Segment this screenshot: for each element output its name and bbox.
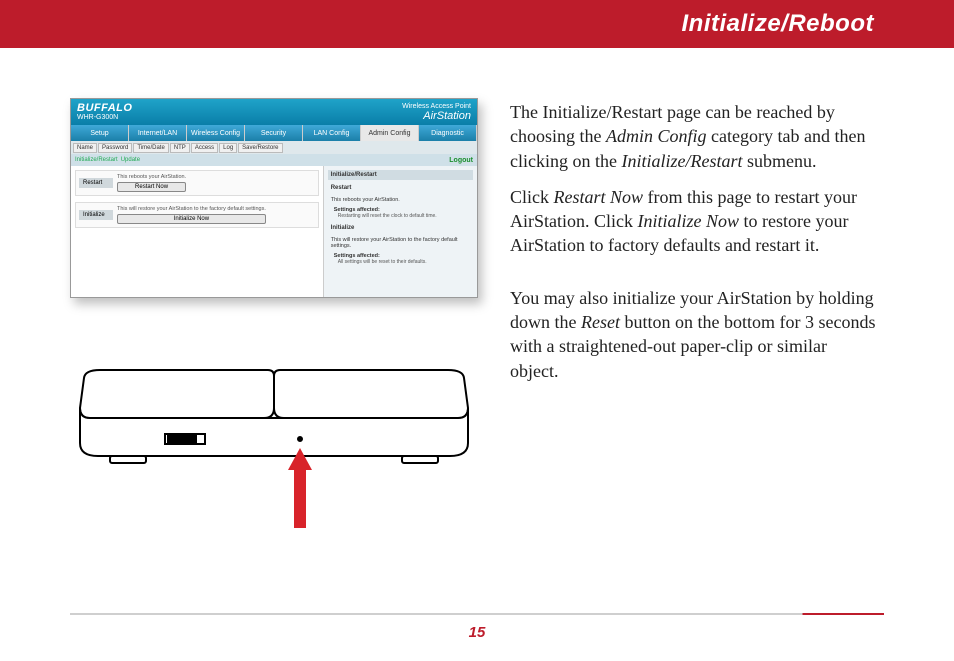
subtab2-update[interactable]: Update bbox=[121, 157, 140, 163]
subtab-name[interactable]: Name bbox=[73, 143, 97, 153]
subtab-access[interactable]: Access bbox=[191, 143, 218, 153]
restart-text: This reboots your AirStation. bbox=[117, 174, 186, 180]
product-block: Wireless Access Point AirStation bbox=[402, 103, 471, 122]
subtab-password[interactable]: Password bbox=[98, 143, 132, 153]
restart-label: Restart bbox=[79, 178, 113, 188]
help-p2: This will restore your AirStation to the… bbox=[328, 236, 473, 253]
paragraph-2: Click Restart Now from this page to rest… bbox=[510, 185, 880, 258]
subtab-ntp[interactable]: NTP bbox=[170, 143, 190, 153]
tab-lan-config[interactable]: LAN Config bbox=[303, 125, 361, 141]
help-s1p: Restarting will reset the clock to defau… bbox=[328, 213, 473, 219]
tab-security[interactable]: Security bbox=[245, 125, 303, 141]
p2-i2: Initialize Now bbox=[638, 211, 740, 231]
page-number: 15 bbox=[0, 624, 954, 641]
reset-arrow-icon bbox=[288, 448, 312, 528]
tab-setup[interactable]: Setup bbox=[71, 125, 129, 141]
help-h3: Initialize bbox=[328, 223, 473, 233]
subtab-log[interactable]: Log bbox=[219, 143, 237, 153]
sub-tabs-2: Initialize/Restart Update Logout bbox=[71, 154, 477, 166]
p1-i2: Initialize/Restart bbox=[621, 151, 742, 171]
product-type: Wireless Access Point bbox=[402, 103, 471, 110]
logout-link[interactable]: Logout bbox=[449, 157, 473, 164]
initialize-row: Initialize This will restore your AirSta… bbox=[75, 202, 319, 228]
initialize-text: This will restore your AirStation to the… bbox=[117, 206, 266, 212]
left-column: BUFFALO WHR-G300N Wireless Access Point … bbox=[70, 98, 478, 298]
p1-c: submenu. bbox=[742, 151, 816, 171]
help-s2p: All settings will be reset to their defa… bbox=[328, 259, 473, 265]
initialize-now-button[interactable]: Initialize Now bbox=[117, 214, 266, 224]
screenshot-left-panel: Restart This reboots your AirStation. Re… bbox=[71, 166, 323, 297]
main-tabs: Setup Internet/LAN Wireless Config Secur… bbox=[71, 125, 477, 141]
device-illustration bbox=[70, 348, 478, 568]
subtab2-initialize-restart[interactable]: Initialize/Restart bbox=[75, 157, 118, 163]
screenshot-right-panel: Initialize/Restart Restart This reboots … bbox=[323, 166, 477, 297]
right-column: The Initialize/Restart page can be reach… bbox=[510, 100, 880, 395]
content-area: BUFFALO WHR-G300N Wireless Access Point … bbox=[0, 48, 954, 661]
p1-i1: Admin Config bbox=[606, 126, 707, 146]
p2-i1: Restart Now bbox=[554, 187, 644, 207]
screenshot-body: Restart This reboots your AirStation. Re… bbox=[71, 166, 477, 297]
paragraph-3: You may also initialize your AirStation … bbox=[510, 286, 880, 383]
paragraph-1: The Initialize/Restart page can be reach… bbox=[510, 100, 880, 173]
tab-wireless-config[interactable]: Wireless Config bbox=[187, 125, 245, 141]
help-h1: Initialize/Restart bbox=[328, 170, 473, 180]
initialize-label: Initialize bbox=[79, 210, 113, 220]
restart-row: Restart This reboots your AirStation. Re… bbox=[75, 170, 319, 196]
model-name: WHR-G300N bbox=[77, 114, 132, 121]
p3-i1: Reset bbox=[581, 312, 620, 332]
brand-block: BUFFALO WHR-G300N bbox=[77, 103, 132, 121]
help-p1: This reboots your AirStation. bbox=[328, 196, 473, 207]
product-name: AirStation bbox=[402, 110, 471, 122]
subtab-saverestore[interactable]: Save/Restore bbox=[238, 143, 282, 153]
device-svg bbox=[70, 348, 478, 568]
header-bar: Initialize/Reboot bbox=[0, 0, 954, 48]
admin-config-screenshot: BUFFALO WHR-G300N Wireless Access Point … bbox=[70, 98, 478, 298]
tab-admin-config[interactable]: Admin Config bbox=[361, 125, 419, 141]
page-title: Initialize/Reboot bbox=[681, 10, 874, 38]
help-h2: Restart bbox=[328, 183, 473, 193]
tab-internet-lan[interactable]: Internet/LAN bbox=[129, 125, 187, 141]
tab-diagnostic[interactable]: Diagnostic bbox=[419, 125, 477, 141]
p2-a: Click bbox=[510, 187, 554, 207]
brand-name: BUFFALO bbox=[77, 103, 132, 114]
sub-tabs: Name Password Time/Date NTP Access Log S… bbox=[71, 141, 477, 154]
subtab-timedate[interactable]: Time/Date bbox=[133, 143, 168, 153]
screenshot-topbar: BUFFALO WHR-G300N Wireless Access Point … bbox=[71, 99, 477, 125]
footer-rule bbox=[70, 613, 884, 615]
restart-now-button[interactable]: Restart Now bbox=[117, 182, 186, 192]
